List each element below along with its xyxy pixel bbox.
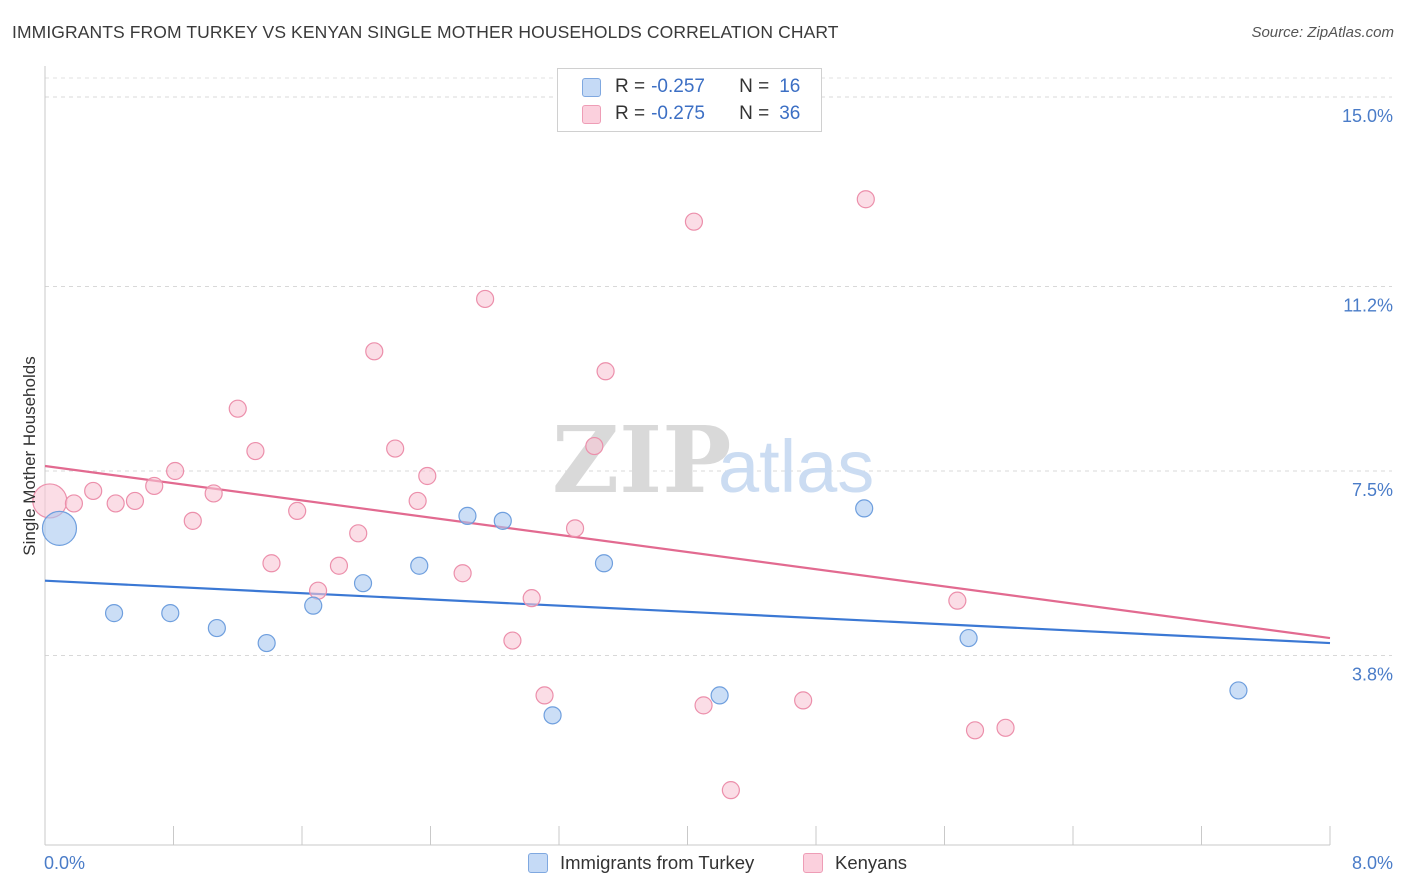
grid-lines: [45, 77, 1392, 657]
data-point: [304, 596, 323, 615]
data-point: [329, 556, 349, 575]
data-point: [948, 591, 967, 610]
data-point: [458, 506, 477, 525]
data-point: [365, 342, 384, 361]
data-point: [204, 484, 223, 503]
data-point: [262, 554, 281, 573]
data-point: [794, 691, 813, 710]
data-point: [710, 686, 729, 705]
data-point: [856, 190, 875, 209]
legend-n-value: 36: [779, 103, 801, 124]
data-point: [64, 494, 84, 513]
data-point: [1229, 681, 1248, 700]
legend-n-label: N =: [739, 103, 770, 124]
data-point: [585, 436, 604, 456]
data-point: [418, 466, 437, 486]
data-point: [288, 501, 307, 520]
watermark-atlas: atlas: [718, 425, 874, 508]
watermark-zip: ZIP: [552, 406, 731, 514]
legend-r-value: -0.257: [651, 76, 705, 97]
data-point: [535, 686, 554, 705]
data-point: [104, 604, 124, 623]
legend-swatch-kenyans: [582, 104, 601, 124]
y-tick-label: 7.5%: [1352, 480, 1393, 500]
legend-swatch-kenyans: [803, 853, 823, 873]
y-axis-title: Single Mother Households: [20, 356, 39, 555]
legend-swatch-turkey: [582, 77, 601, 97]
y-tick-label: 3.8%: [1352, 665, 1393, 685]
data-point: [996, 718, 1015, 737]
data-point: [257, 633, 276, 653]
data-point: [565, 519, 585, 538]
data-point: [594, 554, 614, 573]
legend-swatch-turkey: [528, 853, 548, 873]
axes: [44, 66, 1331, 846]
data-point: [386, 439, 405, 458]
legend-r-label: R =: [615, 103, 646, 124]
data-point: [694, 696, 713, 715]
correlation-legend: R = -0.257 N = 16 R = -0.275 N = 36: [557, 68, 822, 132]
data-point: [161, 604, 180, 623]
y-tick-label: 15.0%: [1342, 106, 1393, 126]
x-tick-label: 0.0%: [44, 853, 85, 873]
legend-item-turkey: Immigrants from Turkey: [528, 852, 754, 874]
legend-row-kenyans: R = -0.275 N = 36: [582, 101, 800, 127]
tick-labels: 3.8% 7.5% 11.2% 15.0% 0.0% 8.0%: [44, 106, 1393, 873]
data-point: [84, 481, 103, 501]
data-point: [125, 491, 145, 511]
legend-n-label: N =: [739, 76, 770, 97]
legend-r-value: -0.275: [651, 103, 705, 124]
data-point: [543, 706, 562, 725]
trend-lines: [44, 464, 1331, 645]
data-point: [145, 476, 164, 496]
data-point: [207, 618, 226, 638]
x-tick-label: 8.0%: [1352, 853, 1393, 873]
data-point: [410, 556, 429, 575]
trend-line: [44, 579, 1331, 645]
data-point: [106, 494, 125, 513]
data-point: [965, 721, 985, 740]
data-point: [721, 781, 740, 800]
chart-title: IMMIGRANTS FROM TURKEY VS KENYAN SINGLE …: [12, 22, 839, 42]
legend-label-kenyans: Kenyans: [835, 852, 907, 873]
legend-r-label: R =: [615, 76, 646, 97]
data-point: [503, 631, 522, 650]
data-point: [349, 524, 368, 543]
data-point: [493, 511, 512, 530]
legend-label-turkey: Immigrants from Turkey: [560, 852, 755, 873]
data-point: [684, 212, 704, 231]
data-point: [959, 628, 978, 648]
source-credit: Source: ZipAtlas.com: [1251, 24, 1394, 41]
data-point: [246, 441, 265, 461]
data-point: [453, 564, 472, 583]
y-tick-label: 11.2%: [1343, 295, 1393, 315]
legend-item-kenyans: Kenyans: [803, 852, 907, 874]
data-point: [855, 499, 874, 518]
trend-line: [44, 464, 1331, 640]
data-point: [522, 589, 541, 608]
legend-n-value: 16: [779, 76, 801, 97]
data-point: [228, 399, 247, 418]
data-points: [32, 190, 1248, 800]
legend-row-turkey: R = -0.257 N = 16: [582, 74, 800, 100]
data-point: [183, 511, 202, 530]
data-point: [41, 510, 78, 546]
data-point: [596, 362, 615, 381]
data-point: [166, 461, 185, 481]
data-point: [476, 289, 495, 309]
data-point: [353, 574, 373, 593]
watermark: ZIP atlas: [552, 406, 874, 514]
data-point: [408, 491, 427, 511]
